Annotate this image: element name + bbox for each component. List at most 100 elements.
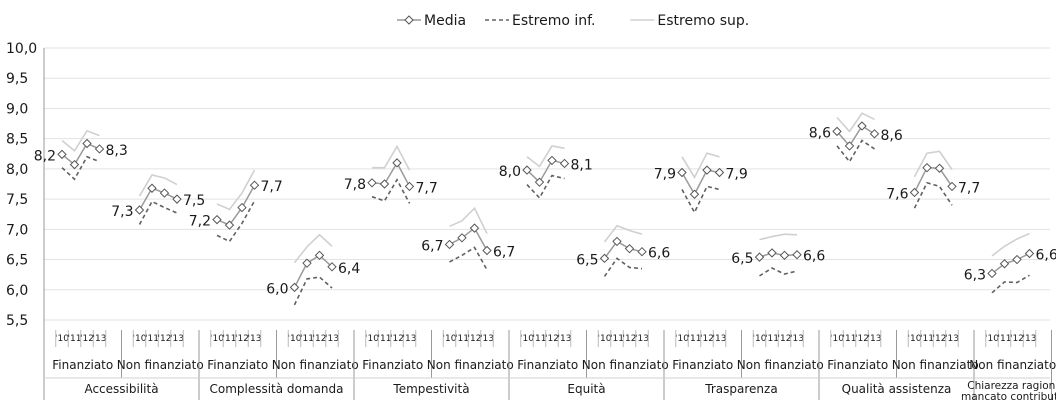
year-tick-label: '11 [688,334,702,344]
year-tick-label: '11 [765,334,779,344]
media-point [534,177,545,187]
data-label-start: 6,3 [964,267,986,283]
year-tick-label: '13 [713,334,727,344]
data-label-start: 7,9 [654,167,676,183]
year-tick-label: '12 [158,334,172,344]
year-tick-label: '10 [520,334,534,344]
data-label-end: 7,7 [261,179,283,195]
year-tick-label: '12 [1010,334,1024,344]
media-point [172,194,182,204]
data-label-end: 8,3 [106,143,128,159]
series-line-sup [991,232,1030,257]
year-tick-label: '13 [93,334,107,344]
subgroup-label: Non finanziato [737,358,824,372]
series-group-4-1: 6,5 6,6 [731,233,825,277]
series-group-5-1: 7,6 7,7 [886,150,980,209]
series-group-6-0: 6,3 6,6 [964,232,1056,294]
series-line-inf [836,139,875,164]
year-tick-label: '11 [920,334,934,344]
year-tick-label: '10 [753,334,767,344]
y-tick-label: 10,0 [6,41,37,57]
media-point [754,252,765,262]
media-point [832,126,842,137]
legend-label-sup: Estremo sup. [657,13,749,29]
media-point [677,167,687,178]
series-line-media [681,169,720,196]
media-point [224,220,235,230]
year-tick-label: '12 [390,334,404,344]
grid [44,47,1050,321]
year-tick-label: '12 [933,334,947,344]
data-label-start: 7,6 [886,186,908,202]
data-label-end: 8,6 [881,128,903,144]
year-tick-label: '12 [778,334,792,344]
year-tick-label: '13 [558,334,572,344]
data-label-end: 6,4 [338,261,360,277]
series-line-inf [449,246,488,271]
series-line-media [216,184,256,227]
data-label-start: 8,0 [499,164,521,180]
series-line-inf [293,276,333,306]
data-label-end: 7,7 [958,180,980,196]
subgroup-label: Finanziato [362,358,423,372]
media-point [909,187,920,198]
data-label-start: 8,6 [809,125,831,141]
year-tick-label: '13 [248,334,262,344]
year-tick-label: '11 [223,334,237,344]
year-tick-label: '10 [133,334,147,344]
media-point [987,268,997,279]
data-label-end: 6,6 [803,249,825,265]
series-line-media [293,254,333,288]
subgroup-label: Non finanziato [427,358,514,372]
media-point [934,163,945,173]
media-point [57,149,67,160]
data-label-start: 6,5 [576,252,598,268]
year-tick-label: '10 [443,334,457,344]
series-line-inf [603,257,643,277]
category-label: Equità [567,382,605,396]
year-tick-label: '10 [210,334,224,344]
series-line-sup [293,233,333,264]
year-tick-label: '12 [468,334,482,344]
y-axis: 5,5 6,0 6,5 7,0 7,5 8,0 8,5 9,0 9,5 10,0 [6,41,45,400]
series-group-2-0: 7,8 7,7 [344,144,438,204]
year-tick-label: '13 [403,334,417,344]
category-label: Qualità assistenza [842,382,952,396]
media-point [999,259,1010,269]
data-label-start: 6,7 [421,238,443,254]
media-point [367,178,377,188]
series-group-1-0: 7,2 7,7 [189,169,283,243]
data-label-end: 7,5 [183,193,205,209]
series-line-media [526,159,565,184]
data-label-end: 7,9 [726,167,748,183]
data-label-start: 8,2 [34,148,56,164]
series-line-inf [138,200,178,225]
data-label-start: 6,0 [266,281,288,297]
subgroup-label: Non finanziato [272,358,359,372]
media-point [1012,254,1022,265]
series-group-0-1: 7,3 7,5 [111,174,205,225]
year-tick-label: '12 [313,334,327,344]
series-line-sup [836,112,875,133]
media-point [302,258,312,268]
subgroup-label: Finanziato [52,358,113,372]
media-point [857,121,867,131]
series-line-inf [913,181,953,209]
year-tick-label: '12 [235,334,249,344]
legend-label-inf: Estremo inf. [512,13,595,29]
year-tick-label: '13 [790,334,804,344]
category-label: Trasparenza [704,382,777,396]
year-tick-label: '12 [855,334,869,344]
legend: Media Estremo inf. Estremo sup. [397,13,749,29]
series-line-sup [372,144,411,171]
media-point [379,179,390,189]
series-group-3-1: 6,5 6,6 [576,224,670,277]
media-point [844,141,855,151]
media-point [94,144,105,154]
subgroup-label: Finanziato [207,358,268,372]
series-line-inf [759,267,798,277]
data-label-end: 6,6 [648,246,670,262]
media-point [289,282,300,293]
series-line-inf [371,178,411,204]
